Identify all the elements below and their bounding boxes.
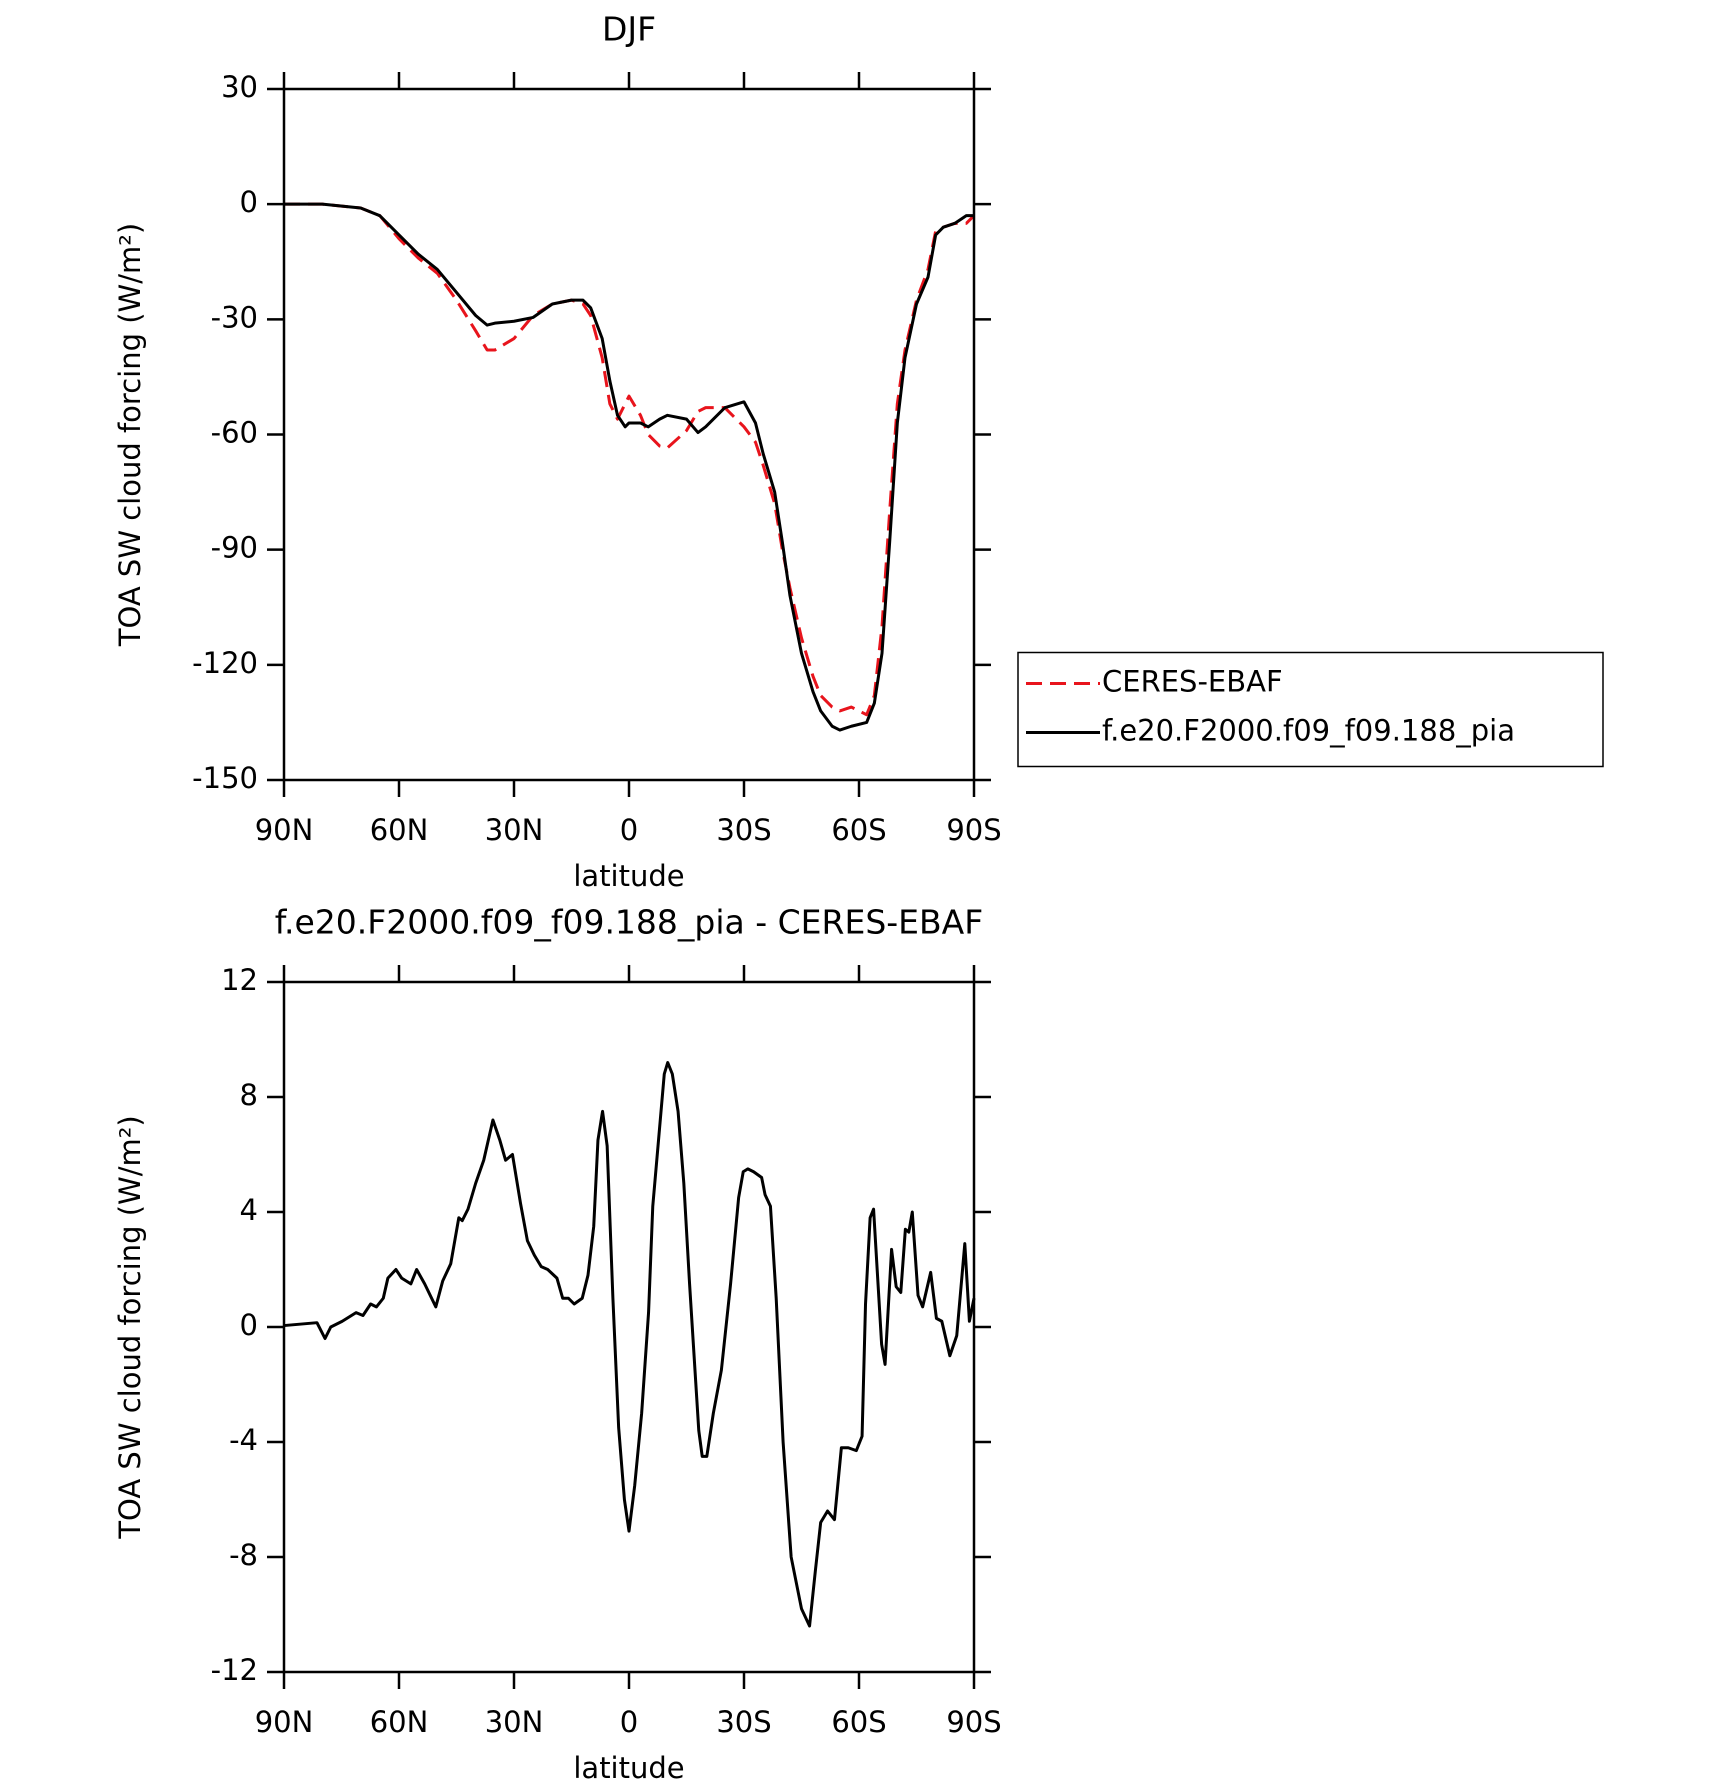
x-tick-label: 60S: [831, 1705, 886, 1739]
x-tick-label: 30S: [716, 1705, 771, 1739]
y-tick-label: -90: [211, 531, 258, 565]
x-tick-label: 0: [620, 813, 638, 847]
x-tick-label: 90S: [946, 1705, 1001, 1739]
y-tick-label: 12: [221, 963, 258, 997]
x-tick-label: 60N: [370, 1705, 429, 1739]
y-axis-label: TOA SW cloud forcing (W/m²): [113, 223, 147, 647]
chart-title: DJF: [602, 10, 656, 49]
x-tick-label: 60N: [370, 813, 429, 847]
y-tick-label: 0: [240, 1308, 258, 1342]
y-tick-label: -150: [192, 761, 258, 795]
y-tick-label: 4: [240, 1193, 258, 1227]
x-axis-label: latitude: [573, 859, 684, 893]
y-tick-label: 30: [221, 70, 258, 104]
chart-title: f.e20.F2000.f09_f09.188_pia - CERES-EBAF: [275, 903, 983, 942]
data-line: [284, 202, 974, 732]
legend-box: [1017, 651, 1604, 768]
data-line: [283, 1061, 976, 1628]
y-tick-label: -4: [229, 1423, 258, 1457]
x-tick-label: 90S: [946, 813, 1001, 847]
x-tick-label: 90N: [255, 813, 314, 847]
legend-label: f.e20.F2000.f09_f09.188_pia: [1102, 714, 1515, 748]
x-tick-label: 0: [620, 1705, 638, 1739]
y-tick-label: 8: [240, 1078, 258, 1112]
x-tick-label: 30N: [485, 1705, 544, 1739]
x-tick-label: 30S: [716, 813, 771, 847]
x-tick-label: 60S: [831, 813, 886, 847]
x-tick-label: 30N: [485, 813, 544, 847]
plot-frame: [282, 980, 976, 1674]
y-tick-label: 0: [240, 185, 258, 219]
y-tick-label: -12: [211, 1653, 258, 1687]
legend-label: CERES-EBAF: [1102, 665, 1283, 699]
y-axis-label: TOA SW cloud forcing (W/m²): [113, 1115, 147, 1539]
y-tick-label: -8: [229, 1538, 258, 1572]
y-tick-label: -120: [192, 646, 258, 680]
y-tick-label: -60: [211, 416, 258, 450]
plot-frame: [282, 87, 976, 782]
y-tick-label: -30: [211, 300, 258, 334]
x-tick-label: 90N: [255, 1705, 314, 1739]
x-axis-label: latitude: [573, 1751, 684, 1785]
data-line: [284, 202, 976, 717]
